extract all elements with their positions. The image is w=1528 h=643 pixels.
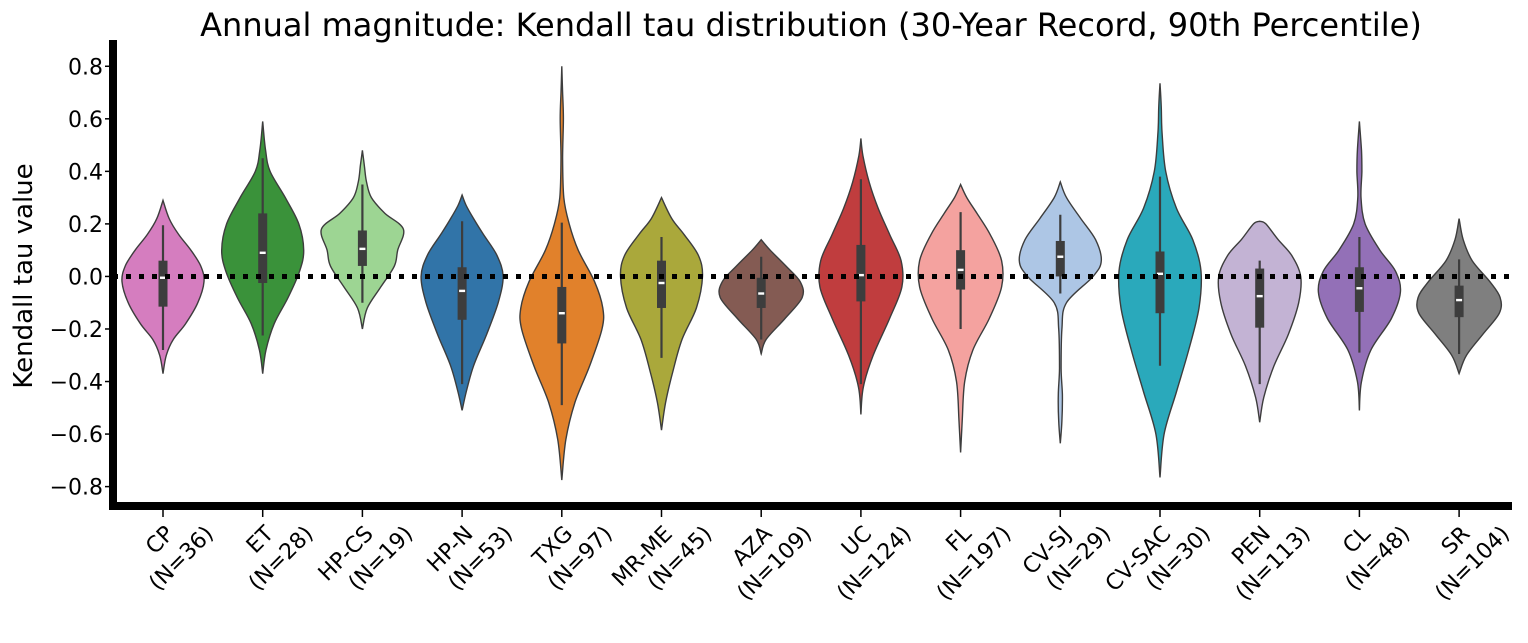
x-tick-label-group: HP-N(N=53) (423, 522, 518, 596)
y-tick-label: 0.6 (68, 108, 103, 133)
violin-group-cl (1317, 121, 1402, 411)
violin-median-txg (558, 312, 565, 315)
violin-median-pen (1256, 294, 1263, 298)
violin-iqr-box-et (258, 213, 268, 284)
violin-iqr-box-cl (1354, 267, 1364, 312)
x-tick-label-group: CL(N=48) (1338, 521, 1415, 596)
x-tick-label-group: PEN(N=113) (1227, 522, 1315, 606)
violin-group-hp-cs (320, 150, 405, 330)
x-tick-label-group: FL(N=197) (932, 521, 1016, 606)
violin-group-uc (818, 138, 904, 415)
x-tick-label-group: ET(N=28) (242, 521, 319, 596)
violin-group-cv-sj (1018, 179, 1103, 444)
axes-layer (109, 40, 1512, 510)
violin-group-aza (718, 238, 805, 357)
violin-iqr-box-mr-me (657, 260, 666, 308)
x-tick-label-group: CV-SAC(N=30) (1101, 522, 1216, 597)
y-tick-label: −0.8 (50, 476, 103, 501)
violin-group-hp-n (420, 193, 504, 411)
violin-median-cv-sac (1157, 272, 1163, 276)
violin-iqr-box-cv-sac (1155, 251, 1165, 314)
x-tick-label-group: AZA(N=109) (728, 522, 817, 606)
x-ticks-layer: CP(N=36) ET(N=28)HP-CS(N=19) HP-N(N=53) TXG… (141, 510, 1515, 606)
violin-median-sr (1456, 298, 1463, 302)
y-ticks-layer: −0.8 −0.6 −0.4 −0.2 0.0 0.2 0.4 0.6 0.8 (50, 55, 110, 501)
violin-median-cp (160, 276, 166, 279)
y-tick-label: 0.0 (68, 265, 103, 290)
violin-iqr-box-sr (1454, 285, 1464, 318)
violin-group-mr-me (619, 195, 704, 431)
violin-median-hp-n (459, 289, 466, 293)
violin-median-cl (1356, 287, 1363, 290)
x-tick-label-group: TXG(N=97) (527, 522, 617, 596)
y-tick-label: 0.2 (68, 213, 103, 238)
chart-title: Annual magnitude: Kendall tau distributi… (200, 6, 1422, 44)
violin-median-cv-sj (1057, 255, 1064, 258)
violin-median-mr-me (658, 281, 665, 285)
violin-median-fl (957, 268, 964, 272)
violin-group-txg (519, 66, 605, 481)
violin-iqr-box-txg (557, 286, 567, 344)
x-tick-label-group: HP-CS(N=19) (314, 522, 418, 596)
y-tick-label: 0.4 (68, 160, 103, 185)
violin-group-et (220, 121, 305, 374)
violin-iqr-box-pen (1255, 268, 1265, 328)
violin-median-uc (857, 273, 864, 277)
x-tick-label-count: (N=124) (833, 522, 917, 606)
violin-median-et (259, 251, 266, 254)
violin-group-pen (1217, 220, 1302, 423)
violin-iqr-box-cv-sj (1055, 240, 1065, 277)
x-tick-label-group: CP(N=36) (141, 522, 219, 596)
y-tick-label: −0.6 (50, 423, 103, 448)
x-tick-label-group: SR(N=104) (1431, 522, 1515, 606)
violin-body-cv-sj (1018, 179, 1103, 444)
violin-group-cv-sac (1117, 83, 1203, 478)
x-tick-label-count: (N=104) (1431, 522, 1515, 606)
x-tick-label-count: (N=197) (932, 522, 1016, 606)
x-tick-label-group: UC(N=124) (833, 522, 917, 606)
y-tick-label: −0.2 (50, 318, 103, 343)
violin-median-aza (758, 292, 765, 295)
x-tick-label-group: CV-SJ(N=29) (1018, 522, 1116, 596)
violins-layer (121, 66, 1503, 481)
violin-group-cp (121, 198, 205, 374)
violin-group-sr (1416, 218, 1503, 376)
violin-iqr-box-uc (856, 244, 866, 302)
violin-group-fl (917, 182, 1004, 453)
y-tick-label: −0.4 (50, 371, 103, 396)
y-tick-label: 0.8 (68, 55, 103, 80)
violin-median-hp-cs (359, 247, 366, 251)
violin-iqr-box-cp (158, 260, 168, 307)
x-tick-label-group: MR-ME(N=45) (608, 522, 718, 596)
violin-iqr-box-hp-n (457, 267, 467, 320)
y-axis-label: Kendall tau value (9, 163, 39, 388)
